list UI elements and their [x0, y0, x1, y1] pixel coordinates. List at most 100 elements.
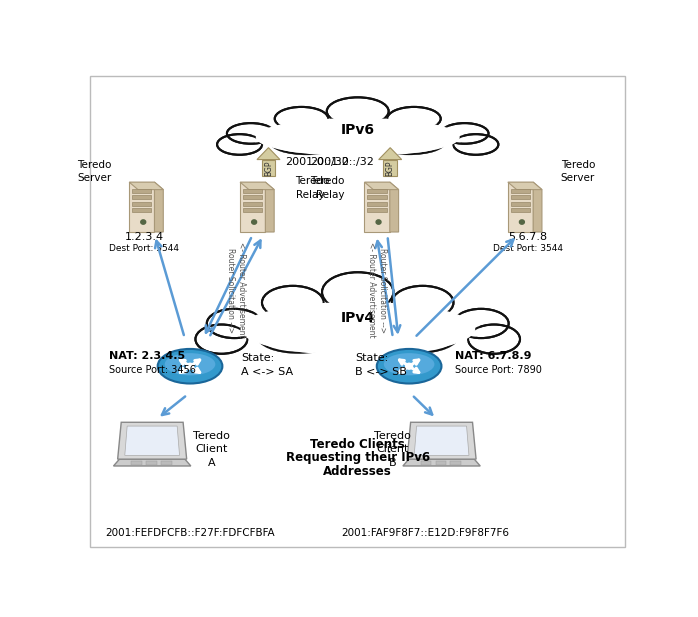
FancyBboxPatch shape — [364, 182, 389, 232]
Bar — [262, 160, 275, 176]
Text: <- Router Advertisement: <- Router Advertisement — [366, 242, 376, 338]
Ellipse shape — [262, 286, 324, 319]
Text: Requesting their IPv6: Requesting their IPv6 — [285, 452, 430, 465]
FancyBboxPatch shape — [129, 182, 154, 232]
Circle shape — [406, 363, 413, 369]
Bar — [161, 462, 172, 465]
FancyBboxPatch shape — [511, 189, 530, 193]
Ellipse shape — [271, 130, 343, 154]
Ellipse shape — [374, 319, 459, 353]
Text: Dest Port: 3544: Dest Port: 3544 — [109, 244, 179, 253]
Text: BGP: BGP — [264, 160, 273, 176]
FancyBboxPatch shape — [243, 208, 262, 212]
Text: 1.2.3.4: 1.2.3.4 — [124, 232, 163, 242]
Text: Teredo
Relay: Teredo Relay — [295, 176, 330, 200]
FancyBboxPatch shape — [367, 208, 387, 212]
Ellipse shape — [384, 353, 434, 375]
Circle shape — [141, 220, 146, 224]
Polygon shape — [533, 182, 542, 232]
Text: Teredo
Server: Teredo Server — [77, 160, 112, 183]
Text: Teredo
Client
A: Teredo Client A — [193, 431, 230, 468]
Text: Source Port: 3456: Source Port: 3456 — [109, 365, 195, 375]
Polygon shape — [265, 182, 274, 232]
Ellipse shape — [227, 123, 275, 144]
Ellipse shape — [207, 309, 262, 338]
Ellipse shape — [440, 123, 489, 144]
Ellipse shape — [256, 118, 459, 155]
Bar — [383, 160, 397, 176]
Polygon shape — [407, 422, 476, 459]
Polygon shape — [379, 147, 401, 160]
FancyBboxPatch shape — [132, 202, 151, 205]
FancyBboxPatch shape — [511, 202, 530, 205]
Ellipse shape — [327, 97, 389, 125]
Text: Addresses: Addresses — [323, 465, 392, 478]
FancyBboxPatch shape — [132, 208, 151, 212]
Text: State:: State: — [355, 353, 388, 363]
Text: Teredo Clients: Teredo Clients — [311, 438, 405, 451]
Circle shape — [186, 363, 193, 369]
Ellipse shape — [252, 117, 463, 157]
Ellipse shape — [377, 349, 441, 384]
Ellipse shape — [454, 309, 509, 338]
Ellipse shape — [241, 302, 475, 355]
Text: Teredo
Relay: Teredo Relay — [310, 176, 344, 200]
Polygon shape — [389, 182, 399, 232]
Text: 2001:FAF9F8F7::E12D:F9F8F7F6: 2001:FAF9F8F7::E12D:F9F8F7F6 — [341, 528, 510, 537]
Ellipse shape — [372, 130, 445, 154]
Text: NAT: 6.7.8.9: NAT: 6.7.8.9 — [455, 351, 532, 361]
Polygon shape — [129, 182, 163, 189]
Text: Router Solicitation -->: Router Solicitation --> — [378, 247, 387, 333]
FancyBboxPatch shape — [511, 208, 530, 212]
Polygon shape — [118, 422, 186, 459]
Ellipse shape — [195, 325, 247, 354]
Polygon shape — [114, 459, 191, 466]
Text: IPv6: IPv6 — [341, 123, 375, 137]
Ellipse shape — [322, 272, 394, 312]
Ellipse shape — [387, 107, 440, 130]
Bar — [436, 462, 446, 465]
Text: 2001:0::/32: 2001:0::/32 — [310, 157, 374, 167]
Text: Dest Port: 3544: Dest Port: 3544 — [493, 244, 563, 253]
Polygon shape — [125, 426, 179, 455]
Text: Source Port: 7890: Source Port: 7890 — [455, 365, 542, 375]
Bar — [131, 462, 142, 465]
Text: B <-> SB: B <-> SB — [355, 367, 407, 377]
Ellipse shape — [236, 300, 480, 357]
Circle shape — [252, 220, 257, 224]
Polygon shape — [414, 426, 469, 455]
Text: NAT: 2.3.4.5: NAT: 2.3.4.5 — [109, 351, 185, 361]
FancyBboxPatch shape — [243, 195, 262, 199]
Bar — [450, 462, 461, 465]
FancyBboxPatch shape — [243, 189, 262, 193]
Bar — [146, 462, 157, 465]
FancyBboxPatch shape — [367, 195, 387, 199]
Bar — [421, 462, 431, 465]
Polygon shape — [508, 182, 542, 189]
Polygon shape — [364, 182, 399, 189]
FancyBboxPatch shape — [367, 202, 387, 205]
Text: 2001:FEFDFCFB::F27F:FDFCFBFA: 2001:FEFDFCFB::F27F:FDFCFBFA — [105, 528, 275, 537]
Ellipse shape — [257, 319, 341, 353]
FancyBboxPatch shape — [367, 189, 387, 193]
Polygon shape — [154, 182, 163, 232]
Text: 2001:0::/32: 2001:0::/32 — [285, 157, 348, 167]
Ellipse shape — [315, 129, 400, 150]
Text: State:: State: — [242, 353, 275, 363]
FancyBboxPatch shape — [132, 189, 151, 193]
Text: 5.6.7.8: 5.6.7.8 — [509, 232, 548, 242]
FancyBboxPatch shape — [511, 195, 530, 199]
Ellipse shape — [309, 317, 406, 347]
Text: Teredo
Server: Teredo Server — [560, 160, 595, 183]
Circle shape — [519, 220, 524, 224]
FancyBboxPatch shape — [240, 182, 265, 232]
Polygon shape — [403, 459, 480, 466]
FancyBboxPatch shape — [243, 202, 262, 205]
Text: <- Router Advertisement: <- Router Advertisement — [237, 242, 246, 338]
Text: Teredo
Client
B: Teredo Client B — [374, 431, 411, 468]
Polygon shape — [240, 182, 274, 189]
Text: Router Solicitation -->: Router Solicitation --> — [226, 247, 235, 333]
Ellipse shape — [217, 134, 262, 155]
Ellipse shape — [392, 286, 454, 319]
Ellipse shape — [275, 107, 328, 130]
